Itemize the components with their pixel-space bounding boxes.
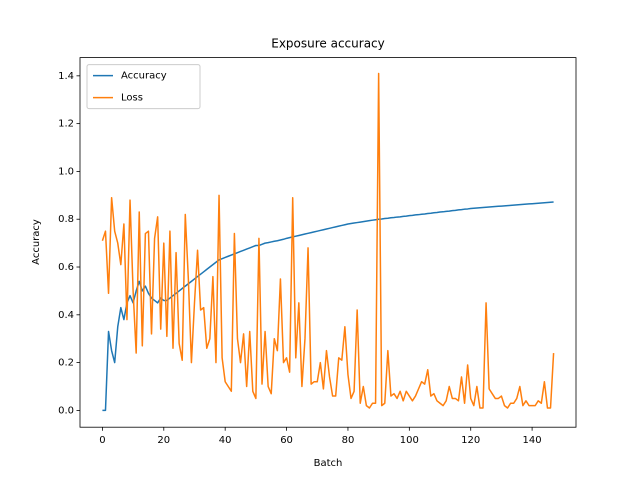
chart-title: Exposure accuracy	[271, 37, 385, 51]
y-tick-label: 1.0	[58, 166, 74, 177]
legend-label: Loss	[121, 93, 143, 104]
y-tick-label: 0.8	[58, 214, 74, 225]
x-axis-label: Batch	[314, 458, 343, 469]
x-tick-label: 20	[157, 435, 170, 446]
legend-label: Accuracy	[121, 71, 167, 82]
y-tick-label: 0.0	[58, 405, 74, 416]
x-tick-label: 80	[342, 435, 355, 446]
x-tick-label: 120	[461, 435, 480, 446]
x-tick-label: 60	[280, 435, 293, 446]
y-tick-label: 1.2	[58, 119, 74, 130]
y-tick-label: 0.2	[58, 358, 74, 369]
legend-box	[86, 64, 201, 110]
y-tick-label: 1.4	[58, 71, 74, 82]
x-tick-label: 40	[219, 435, 232, 446]
x-tick-label: 100	[400, 435, 419, 446]
data-line	[101, 72, 555, 409]
plot-frame	[79, 57, 577, 428]
y-tick-label: 0.4	[58, 310, 74, 321]
y-axis-label: Accuracy	[31, 219, 42, 265]
x-tick-label: 140	[523, 435, 542, 446]
x-tick-label: 0	[99, 435, 105, 446]
y-tick-label: 0.6	[58, 262, 74, 273]
